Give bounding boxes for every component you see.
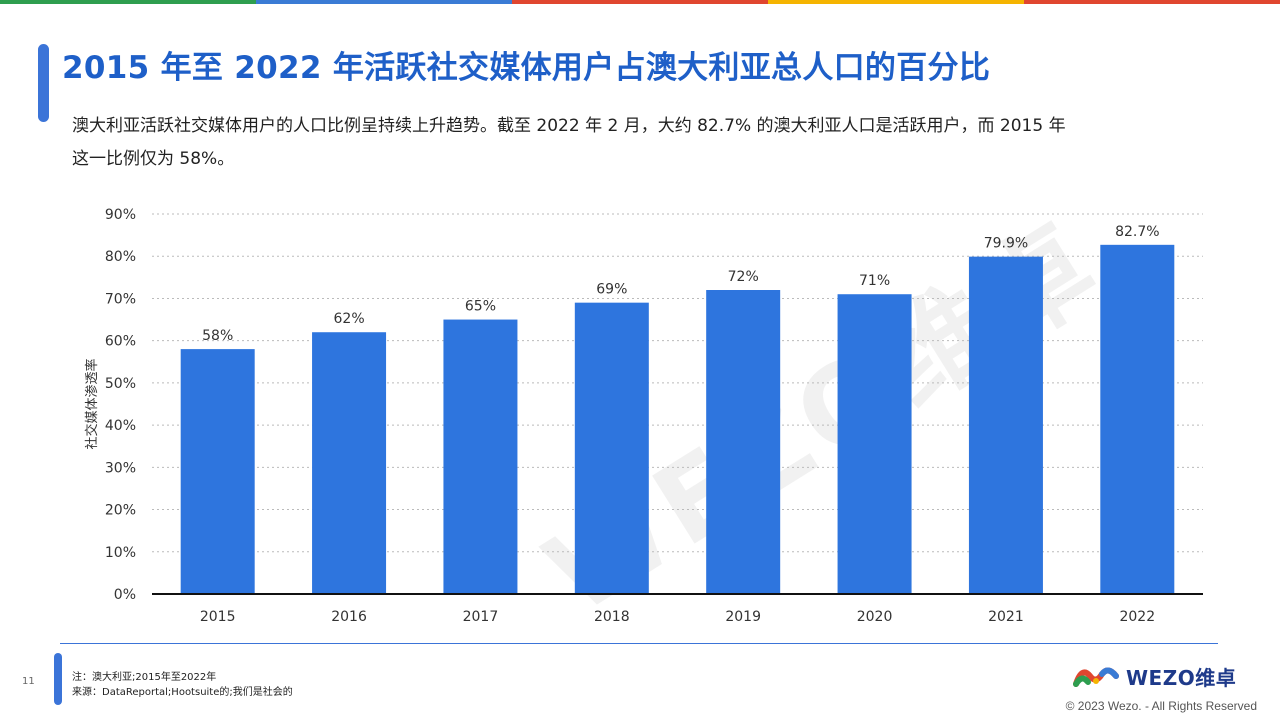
page-title: 2015 年至 2022 年活跃社交媒体用户占澳大利亚总人口的百分比 bbox=[62, 50, 991, 86]
y-tick-label: 80% bbox=[105, 249, 136, 265]
footer-note: 注：澳大利亚;2015年至2022年 来源：DataReportal;Hoots… bbox=[72, 670, 293, 700]
x-tick-label: 2019 bbox=[725, 609, 761, 625]
title-accent-bar bbox=[38, 44, 49, 122]
data-label: 79.9% bbox=[984, 236, 1028, 252]
top-bar-segment bbox=[768, 0, 1024, 4]
y-tick-label: 0% bbox=[114, 587, 136, 603]
data-label: 58% bbox=[202, 328, 233, 344]
logo-icon bbox=[1073, 667, 1119, 687]
footer-accent-bar bbox=[54, 653, 62, 705]
bar bbox=[180, 349, 255, 594]
y-tick-label: 20% bbox=[105, 503, 136, 519]
y-tick-label: 70% bbox=[105, 291, 136, 307]
x-tick-label: 2022 bbox=[1119, 609, 1155, 625]
bar bbox=[706, 290, 781, 594]
data-label: 71% bbox=[859, 273, 890, 289]
y-axis-label: 社交媒体渗透率 bbox=[84, 358, 100, 449]
data-label: 82.7% bbox=[1115, 224, 1159, 240]
x-tick-label: 2016 bbox=[331, 609, 367, 625]
x-tick-label: 2020 bbox=[857, 609, 893, 625]
bar bbox=[574, 302, 649, 594]
y-tick-label: 60% bbox=[105, 334, 136, 350]
bar bbox=[1100, 244, 1175, 595]
y-tick-label: 40% bbox=[105, 418, 136, 434]
note-text: 注：澳大利亚;2015年至2022年 bbox=[72, 672, 217, 683]
copyright: © 2023 Wezo. - All Rights Reserved bbox=[1065, 699, 1257, 713]
data-label: 69% bbox=[596, 282, 627, 298]
top-color-bar bbox=[0, 0, 1280, 4]
data-label: 62% bbox=[334, 311, 365, 327]
y-tick-label: 10% bbox=[105, 545, 136, 561]
top-bar-segment bbox=[0, 0, 256, 4]
x-tick-label: 2015 bbox=[200, 609, 236, 625]
bar bbox=[837, 294, 912, 594]
x-tick-label: 2021 bbox=[988, 609, 1024, 625]
bar bbox=[968, 256, 1043, 594]
top-bar-segment bbox=[1024, 0, 1280, 4]
footer-divider bbox=[60, 643, 1218, 644]
top-bar-segment bbox=[512, 0, 768, 4]
y-tick-label: 50% bbox=[105, 376, 136, 392]
page-subtitle: 澳大利亚活跃社交媒体用户的人口比例呈持续上升趋势。截至 2022 年 2 月，大… bbox=[72, 116, 1066, 169]
logo-text: WEZO维卓 bbox=[1126, 666, 1237, 690]
bar bbox=[312, 332, 387, 594]
top-bar-segment bbox=[256, 0, 512, 4]
brand-logo: WEZO维卓 bbox=[1072, 662, 1236, 691]
page-number: 11 bbox=[22, 676, 35, 687]
data-label: 65% bbox=[465, 299, 496, 315]
bar-chart: 0% 10% 20% 30% 40% 50% 60% 70% 80% 90% 社交媒体渗透率 58% 2… bbox=[84, 207, 1203, 625]
bar bbox=[443, 319, 518, 594]
y-tick-label: 30% bbox=[105, 460, 136, 476]
data-label: 72% bbox=[728, 269, 759, 285]
y-tick-label: 90% bbox=[105, 207, 136, 223]
x-tick-label: 2017 bbox=[463, 609, 499, 625]
source-text: 来源：DataReportal;Hootsuite的;我们是社会的 bbox=[72, 687, 293, 698]
x-tick-label: 2018 bbox=[594, 609, 630, 625]
